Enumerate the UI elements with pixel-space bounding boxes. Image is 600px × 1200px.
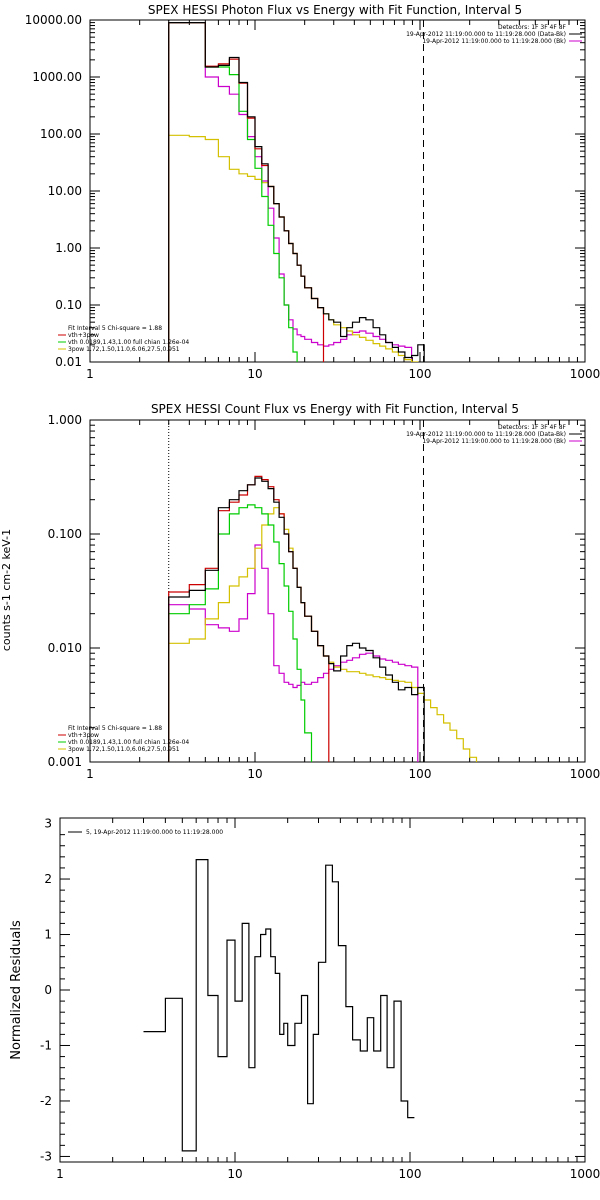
photon-flux-panel: SPEX HESSI Photon Flux vs Energy with Fi… xyxy=(25,3,600,381)
photon-flux-title: SPEX HESSI Photon Flux vs Energy with Fi… xyxy=(148,3,522,17)
legend-text: vth 0.0189,1.43,1.00 full chian 1.26e-04 xyxy=(68,339,189,346)
series-line-vth-3pow xyxy=(168,22,325,362)
y-tick-label: -3 xyxy=(40,1149,52,1163)
plot-area xyxy=(168,475,495,762)
legend-text: vth 0.0189,1.43,1.00 full chian 1.26e-04 xyxy=(68,739,189,746)
y-tick-label: 1.00 xyxy=(55,241,82,255)
plot-area xyxy=(168,22,471,362)
x-tick-label: 1000 xyxy=(570,1167,600,1181)
series-line-vth xyxy=(168,504,319,762)
y-tick-label: 0 xyxy=(44,983,52,997)
legend-text: vth+3pow xyxy=(68,332,99,339)
series-line-5-19-apr-2012-11-19-00-000-to-11-19-28-000 xyxy=(143,859,415,1152)
x-tick-label: 100 xyxy=(409,767,432,781)
series-line-data-bk xyxy=(168,22,425,362)
x-tick-label: 100 xyxy=(409,367,432,381)
y-tick-label: 0.001 xyxy=(48,755,82,769)
y-tick-label: 1.000 xyxy=(48,413,82,427)
series-line-data-bk xyxy=(168,477,425,762)
y-tick-label: 2 xyxy=(44,872,52,886)
legend-text: Fit Interval 5 Chi-square = 1.88 xyxy=(68,725,162,732)
y-tick-label: 0.100 xyxy=(48,527,82,541)
x-tick-label: 100 xyxy=(399,1167,422,1181)
legend-text: Detectors: 1F 3F 4F 8F xyxy=(498,24,567,31)
y-tick-label: 0.010 xyxy=(48,641,82,655)
x-tick-label: 1000 xyxy=(570,767,600,781)
count-flux-title: SPEX HESSI Count Flux vs Energy with Fit… xyxy=(151,402,519,416)
series-line-bk xyxy=(168,544,419,762)
legend-text: 19-Apr-2012 11:19:00.000 to 11:19:28.000… xyxy=(406,431,566,438)
plot-frame xyxy=(89,419,586,763)
y-tick-label: 100.00 xyxy=(40,127,82,141)
residuals-panel: Normalized Residuals 1 10 100 1000 -3 -2 -1 0 1 2… xyxy=(9,817,600,1181)
legend-text: 19-Apr-2012 11:19:00.000 to 11:19:28.000… xyxy=(422,38,566,45)
legend-text: 19-Apr-2012 11:19:00.000 to 11:19:28.000… xyxy=(422,438,566,445)
y-tick-label: -1 xyxy=(40,1038,52,1052)
x-tick-label: 10 xyxy=(247,367,262,381)
series-line-3pow xyxy=(168,507,495,762)
x-tick-label: 1 xyxy=(56,1167,64,1181)
y-tick-label: 1000.00 xyxy=(32,70,82,84)
y-tick-label: 10.00 xyxy=(48,184,82,198)
series-line-bk xyxy=(168,22,413,362)
series-line-vth xyxy=(168,22,302,362)
legend-text: 3pow 1.72,1.50,11.0,6.06,27.5,0.951 xyxy=(68,746,180,753)
legend-text: Detectors: 1F 3F 4F 8F xyxy=(498,424,567,431)
y-tick-label: 3 xyxy=(44,817,52,831)
x-tick-label: 10 xyxy=(247,767,262,781)
plot-area xyxy=(143,859,415,1152)
count-flux-ylabel: counts s-1 cm-2 keV-1 xyxy=(0,529,13,651)
legend-text: 5, 19-Apr-2012 11:19:00.000 to 11:19:28.… xyxy=(86,829,223,836)
y-tick-label: 1 xyxy=(44,928,52,942)
legend-text: 19-Apr-2012 11:19:00.000 to 11:19:28.000… xyxy=(406,31,566,38)
plot-frame xyxy=(89,19,586,363)
x-tick-label: 10 xyxy=(227,1167,242,1181)
series-line-3pow xyxy=(168,134,471,362)
legend-text: 3pow 1.72,1.50,11.0,6.06,27.5,0.951 xyxy=(68,346,180,353)
count-flux-panel: SPEX HESSI Count Flux vs Energy with Fit… xyxy=(0,402,600,781)
y-tick-label: 0.01 xyxy=(55,355,82,369)
y-tick-label: 0.10 xyxy=(55,298,82,312)
legend-text: Fit Interval 5 Chi-square = 1.88 xyxy=(68,325,162,332)
residuals-ylabel: Normalized Residuals xyxy=(9,920,24,1060)
x-tick-label: 1000 xyxy=(570,367,600,381)
plot-frame xyxy=(59,817,586,1163)
x-tick-label: 1 xyxy=(86,767,94,781)
x-tick-label: 1 xyxy=(86,367,94,381)
y-tick-label: 10000.00 xyxy=(25,13,82,27)
legend-text: vth+3pow xyxy=(68,732,99,739)
y-tick-label: -2 xyxy=(40,1094,52,1108)
